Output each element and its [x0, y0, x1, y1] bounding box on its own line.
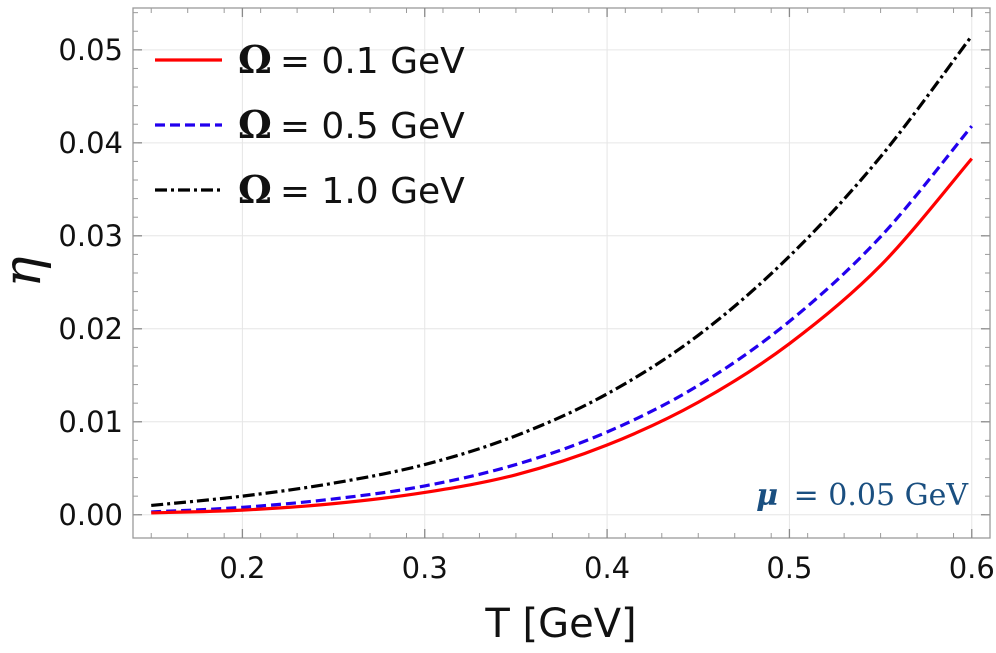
plot-frame: [132, 7, 991, 539]
grid-lines: [133, 8, 990, 538]
mu-annotation: μ = 0.05 GeV: [756, 478, 969, 513]
legend-entry-3: Ω = 1.0 GeV: [238, 167, 465, 212]
mu-symbol: μ: [756, 478, 778, 513]
legend-omega-symbol: Ω: [238, 102, 272, 147]
legend-entry-2: Ω = 0.5 GeV: [238, 102, 465, 147]
y-tick-label: 0.00: [58, 498, 123, 532]
legend-value: = 1.0 GeV: [280, 171, 465, 212]
axis-ticks: 0.2 0.3 0.4 0.5 0.6 0.00 0.01 0.02 0.03 0.04 0.05: [58, 8, 995, 585]
legend-entry-1: Ω = 0.1 GeV: [238, 37, 465, 82]
y-tick-label: 0.04: [58, 126, 123, 160]
x-tick-label: 0.6: [949, 551, 995, 585]
series-line-3: [151, 34, 974, 508]
x-tick-label: 0.2: [219, 551, 265, 585]
x-tick-label: 0.4: [584, 551, 630, 585]
series-line-1: [151, 157, 973, 515]
x-tick-label: 0.3: [402, 551, 448, 585]
legend-omega-symbol: Ω: [238, 37, 272, 82]
y-axis-title: η: [0, 256, 53, 287]
y-tick-label: 0.01: [58, 405, 123, 439]
x-tick-label: 0.5: [766, 551, 812, 585]
x-axis-title: T [GeV]: [484, 601, 636, 647]
series-lines: [151, 34, 974, 515]
legend-omega-symbol: Ω: [238, 167, 272, 212]
legend-value: = 0.5 GeV: [280, 106, 465, 147]
legend-value: = 0.1 GeV: [280, 41, 465, 82]
y-tick-label: 0.03: [58, 219, 123, 253]
y-tick-label: 0.02: [58, 312, 123, 346]
mu-value: = 0.05 GeV: [794, 478, 970, 513]
series-line-2: [151, 125, 974, 514]
y-tick-label: 0.05: [58, 33, 123, 67]
